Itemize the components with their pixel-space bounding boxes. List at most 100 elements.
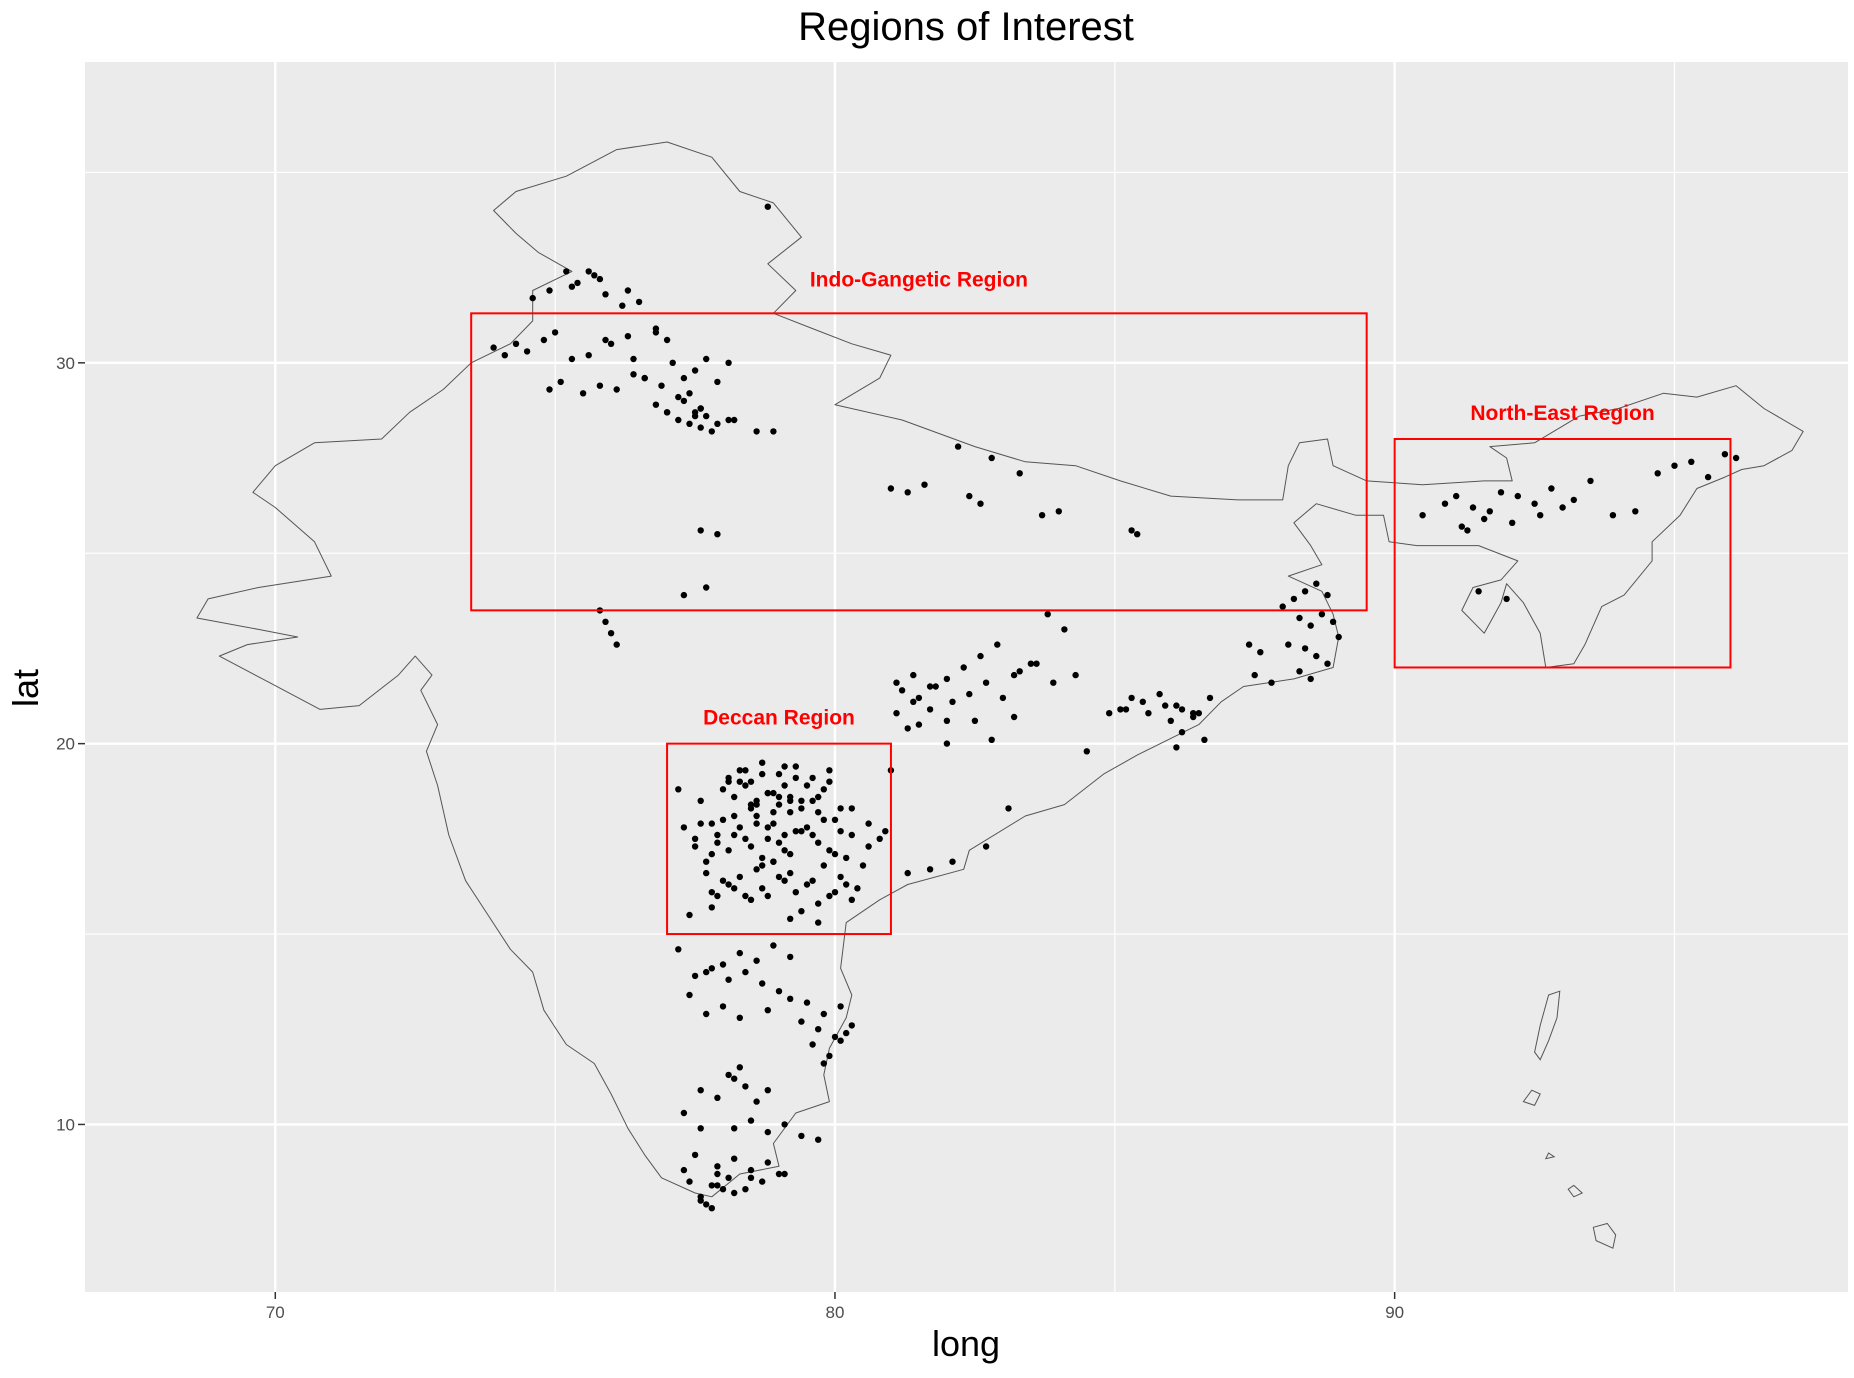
data-point: [708, 850, 715, 858]
data-point: [966, 492, 973, 500]
data-point: [523, 348, 531, 355]
data-point: [736, 778, 743, 785]
data-point: [848, 896, 855, 903]
data-point: [725, 1174, 732, 1182]
data-point: [579, 390, 587, 397]
data-point: [680, 374, 688, 382]
data-point: [764, 824, 771, 831]
data-point: [843, 1029, 850, 1037]
data-point: [714, 1170, 721, 1178]
data-point: [843, 854, 850, 862]
data-point: [787, 869, 794, 877]
data-point: [602, 618, 609, 625]
data-point: [1134, 531, 1141, 538]
data-point: [926, 683, 934, 690]
data-point: [1587, 477, 1594, 485]
data-point: [753, 820, 760, 827]
data-point: [1117, 706, 1124, 713]
data-point: [837, 828, 844, 835]
data-point: [719, 961, 727, 968]
data-point: [943, 675, 951, 683]
data-point: [764, 835, 771, 842]
data-point: [787, 953, 794, 961]
data-point: [775, 793, 783, 801]
data-point: [630, 355, 637, 363]
data-point: [815, 1136, 822, 1143]
data-point: [568, 283, 576, 290]
data-point: [680, 1166, 688, 1174]
data-point: [865, 820, 872, 827]
data-point: [982, 679, 990, 686]
data-point: [546, 386, 553, 393]
data-point: [815, 900, 822, 907]
data-point: [831, 1033, 839, 1041]
data-point: [826, 767, 833, 774]
data-point: [1005, 805, 1012, 812]
data-point: [887, 485, 895, 492]
y-tick-label: 10: [56, 1115, 75, 1134]
data-point: [1514, 492, 1522, 500]
data-point: [759, 759, 766, 766]
data-point: [568, 355, 576, 363]
data-point: [837, 1003, 844, 1010]
data-point: [815, 1026, 822, 1033]
data-point: [926, 706, 934, 713]
data-point: [1010, 713, 1018, 721]
data-point: [703, 968, 710, 976]
data-point: [848, 1022, 855, 1029]
data-point: [809, 831, 816, 839]
data-point: [943, 740, 951, 747]
data-point: [999, 694, 1007, 702]
data-point: [669, 359, 676, 366]
island-outline: [1592, 1222, 1617, 1249]
data-point: [1486, 508, 1494, 515]
data-point: [719, 786, 727, 793]
data-point: [742, 1186, 749, 1193]
data-point: [893, 710, 900, 717]
data-point: [725, 847, 732, 854]
region-label: Indo-Gangetic Region: [810, 269, 1028, 292]
data-point: [1055, 508, 1063, 515]
data-point: [747, 805, 755, 812]
data-point: [540, 336, 548, 344]
data-point: [1206, 694, 1214, 702]
data-point: [826, 892, 833, 900]
data-point: [792, 889, 799, 896]
data-points: [490, 203, 1740, 1212]
data-point: [686, 390, 693, 397]
data-point: [680, 397, 688, 405]
data-point: [563, 268, 570, 275]
data-point: [714, 531, 721, 538]
data-point: [837, 805, 844, 812]
data-point: [826, 1052, 833, 1060]
data-point: [798, 1018, 805, 1025]
data-point: [703, 355, 710, 363]
data-point: [697, 527, 704, 534]
data-point: [764, 1159, 771, 1166]
data-point: [708, 428, 715, 435]
data-point: [753, 428, 760, 435]
data-point: [1201, 736, 1208, 743]
data-point: [652, 329, 660, 336]
data-point: [943, 717, 951, 724]
data-point: [708, 965, 715, 972]
axes: 70 80 90 10 20 30: [56, 354, 1404, 1322]
data-point: [803, 881, 811, 888]
data-point: [1245, 641, 1253, 648]
data-point: [775, 873, 783, 881]
data-point: [1251, 671, 1258, 679]
data-point: [787, 915, 794, 922]
data-point: [1178, 729, 1186, 736]
panel-background: [85, 62, 1848, 1292]
data-point: [781, 1121, 788, 1128]
data-point: [602, 291, 609, 298]
data-point: [697, 797, 704, 804]
data-point: [1570, 496, 1578, 504]
data-point: [988, 736, 995, 743]
data-point: [848, 805, 855, 812]
data-point: [759, 854, 766, 862]
data-point: [546, 287, 553, 294]
data-point: [820, 816, 827, 823]
data-point: [815, 793, 822, 801]
